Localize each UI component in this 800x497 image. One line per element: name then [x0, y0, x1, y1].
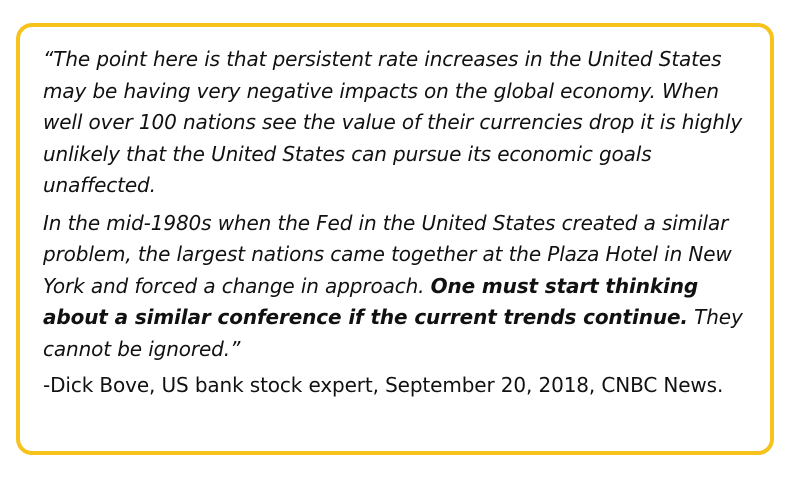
quote-emphasis: One must start thinking about a similar … — [43, 273, 699, 330]
quote-box: “The point here is that persistent rate … — [16, 23, 774, 455]
quote-attribution: -Dick Bove, US bank stock expert, Septem… — [43, 373, 724, 397]
quote-paragraph-2-text-end: They cannot be ignored.” — [43, 305, 743, 361]
quote-paragraph-2-text-start: In the mid-1980s when the Fed in the Uni… — [43, 210, 732, 298]
quote-paragraph-2: In the mid-1980s when the Fed in the Uni… — [43, 208, 756, 366]
quote-paragraph-1: “The point here is that persistent rate … — [43, 47, 743, 197]
